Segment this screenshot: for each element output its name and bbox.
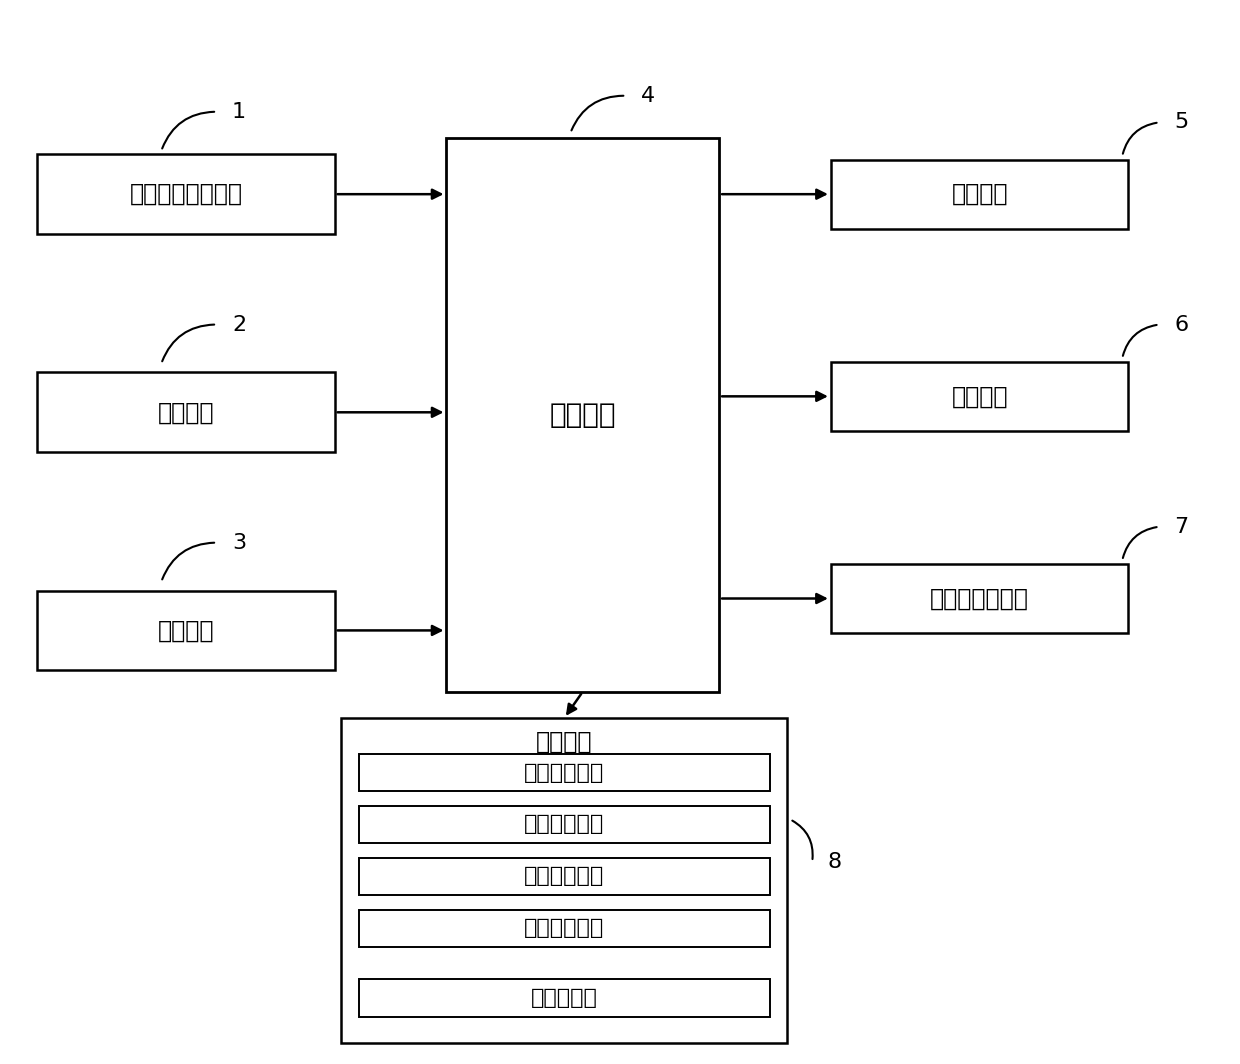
Bar (358, 858, 770, 895)
Text: 计划批准模块: 计划批准模块 (525, 918, 604, 938)
Text: 5: 5 (1174, 113, 1188, 132)
Text: 8: 8 (827, 852, 841, 871)
Bar (341, 718, 787, 1043)
Text: 计划制定模块: 计划制定模块 (525, 814, 604, 834)
Bar (831, 362, 1128, 431)
Bar (358, 980, 770, 1017)
Bar (831, 160, 1128, 229)
Bar (831, 564, 1128, 633)
Text: 7: 7 (1174, 517, 1188, 536)
Text: 消毒模块: 消毒模块 (157, 400, 215, 425)
Text: 4: 4 (641, 86, 655, 105)
Text: 云计算处理模块: 云计算处理模块 (930, 586, 1029, 611)
Text: 2: 2 (232, 315, 246, 334)
Bar (358, 805, 770, 843)
Text: 数据统计模块: 数据统计模块 (525, 866, 604, 886)
Text: 3: 3 (232, 533, 246, 552)
Text: 1: 1 (232, 102, 246, 121)
Bar (446, 138, 719, 692)
Bar (37, 372, 335, 452)
Text: 6: 6 (1174, 315, 1188, 334)
Bar (358, 910, 770, 947)
Text: 主控模块: 主控模块 (549, 401, 616, 429)
Text: 保鲜模块: 保鲜模块 (157, 618, 215, 643)
Text: 液体样本标识模块: 液体样本标识模块 (129, 182, 243, 206)
Bar (37, 591, 335, 670)
Bar (37, 154, 335, 234)
Text: 指标存储模块: 指标存储模块 (525, 763, 604, 782)
Bar (358, 754, 770, 792)
Text: 评估模块: 评估模块 (536, 730, 593, 753)
Text: 分析模块: 分析模块 (951, 384, 1008, 409)
Text: 主检测模块: 主检测模块 (531, 988, 598, 1008)
Text: 提取模块: 提取模块 (951, 182, 1008, 206)
